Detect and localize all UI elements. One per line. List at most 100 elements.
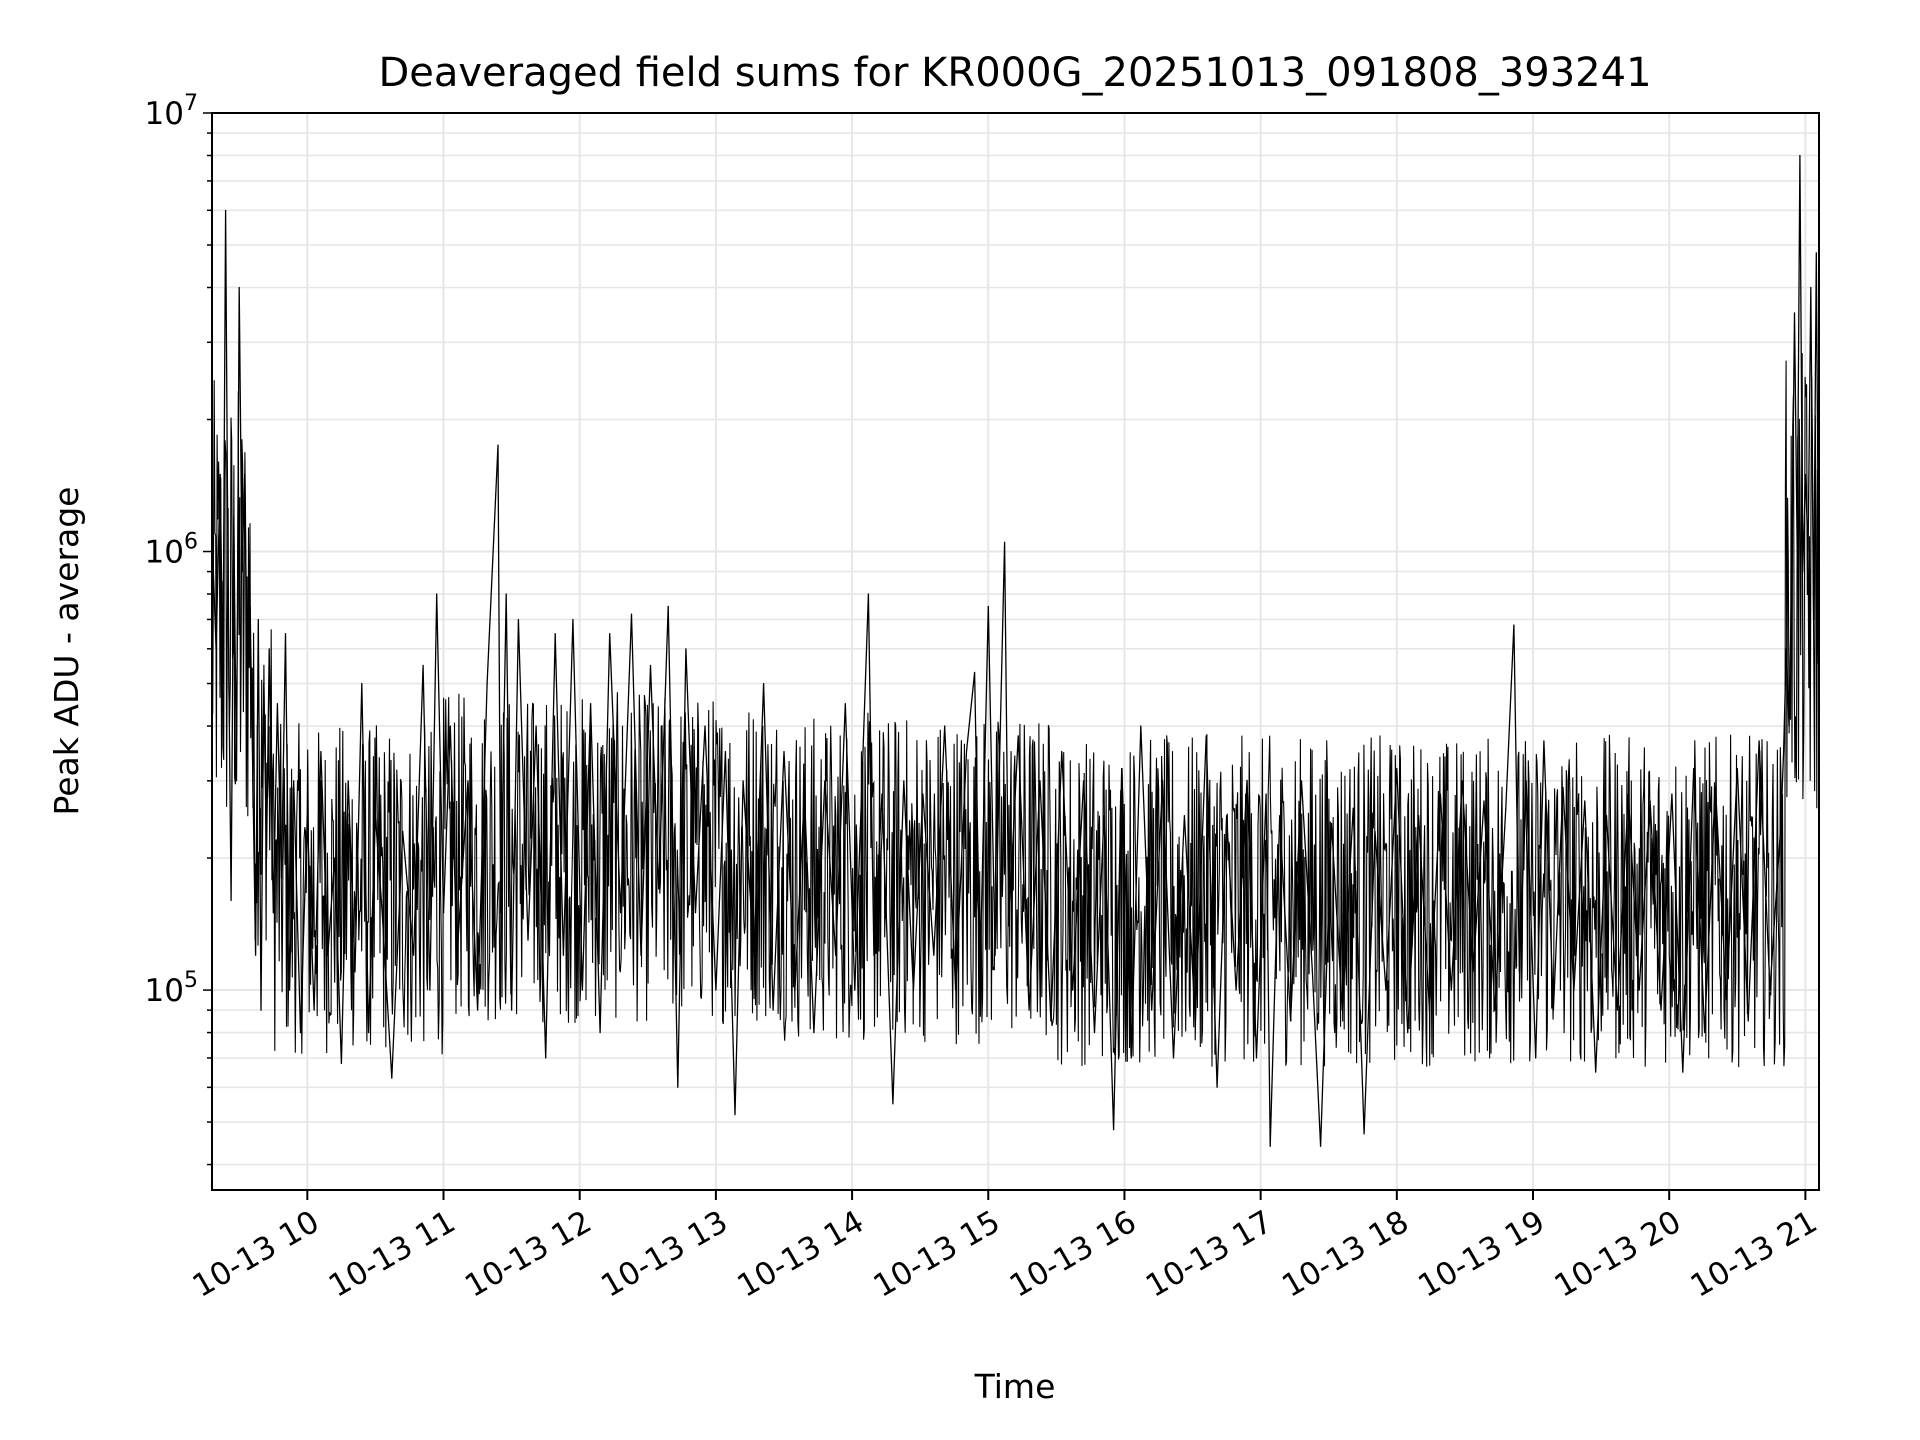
series-point [572, 618, 574, 621]
series-point [1396, 767, 1398, 770]
series-point [1791, 571, 1793, 573]
series-point [1461, 780, 1463, 782]
series-point [979, 971, 981, 973]
series-point [235, 780, 238, 782]
series-point [249, 605, 251, 607]
series-point [1810, 286, 1812, 289]
series-point [486, 682, 488, 685]
series-point [477, 1009, 479, 1011]
series-point [272, 912, 274, 914]
series-point [1290, 1020, 1292, 1022]
series-point [562, 954, 565, 956]
series-noise-trace [211, 353, 1820, 1068]
series-point [284, 633, 287, 635]
series-point [246, 682, 248, 685]
series-point [1320, 1145, 1322, 1147]
series-point [1573, 989, 1575, 991]
series-point [222, 682, 224, 685]
series-point [649, 664, 652, 667]
series-point [1494, 1009, 1496, 1011]
series-point [1028, 1009, 1030, 1011]
series-point [1093, 1032, 1096, 1034]
series-point [306, 815, 308, 817]
series-point [1638, 989, 1640, 991]
series-point [1246, 780, 1248, 782]
series-point [1341, 1009, 1343, 1011]
series-point [320, 750, 322, 753]
series-point [554, 633, 556, 635]
series-point [436, 593, 438, 595]
series-point [511, 1009, 513, 1011]
series-point [280, 877, 283, 879]
series-point [244, 473, 246, 475]
series-point [545, 1057, 547, 1059]
series-point [922, 793, 924, 795]
series-point [813, 1032, 815, 1034]
series-point [289, 989, 291, 991]
series-point [944, 725, 946, 727]
series-point [391, 1077, 393, 1079]
series-point [1584, 800, 1586, 802]
series-point [1802, 571, 1804, 573]
series-point [1704, 1032, 1706, 1034]
series-point [694, 912, 697, 914]
series-point [772, 1009, 774, 1011]
series-point [1039, 780, 1041, 782]
series-point [327, 954, 329, 956]
series-point [413, 954, 415, 956]
series-point [1483, 800, 1485, 802]
series-point [974, 671, 976, 674]
series-point [299, 1032, 302, 1034]
series-point [1265, 793, 1267, 795]
series-point [1194, 1020, 1196, 1022]
series-point [783, 750, 785, 753]
series-point [965, 750, 968, 753]
series-point [1605, 815, 1608, 817]
series-point [803, 793, 806, 795]
series-point [1562, 786, 1564, 788]
series-point [734, 1114, 736, 1116]
y-axis-label: Peak ADU - average [47, 487, 86, 816]
series-point [742, 780, 744, 782]
series-point [1162, 780, 1164, 782]
series-point [233, 516, 235, 518]
series-point [912, 989, 915, 991]
series-point [1205, 735, 1207, 737]
series-point [1279, 815, 1281, 817]
series-point [704, 725, 706, 727]
series-point [500, 912, 502, 914]
series-point [1780, 822, 1782, 824]
series-point [1616, 1009, 1618, 1011]
series-point [620, 912, 622, 914]
series-point [724, 750, 727, 753]
series-point [933, 954, 935, 956]
series-point [1130, 1057, 1132, 1059]
series-point [640, 954, 642, 956]
series-point [265, 857, 268, 859]
series-point [753, 954, 755, 956]
series-point [268, 648, 270, 650]
series-point [1807, 550, 1809, 553]
series-point [456, 954, 458, 956]
series-point [1714, 786, 1717, 788]
series-point [1785, 648, 1787, 650]
series-point [994, 954, 996, 956]
series-point [1671, 793, 1673, 795]
series-point [442, 912, 445, 914]
series-point [685, 648, 687, 650]
series-point [1072, 989, 1074, 991]
series-point [1216, 1086, 1218, 1088]
chart-title: Deaveraged field sums for KR000G_2025101… [378, 50, 1651, 96]
series-point [1813, 618, 1815, 621]
series-point [1172, 1057, 1175, 1059]
y-tick-label: 106 [145, 530, 198, 571]
series-point [1725, 999, 1727, 1001]
series-point [1385, 989, 1387, 991]
series-point [630, 613, 633, 615]
series-point [1008, 925, 1010, 927]
series-point [794, 989, 796, 991]
series-point [1428, 1009, 1431, 1011]
series-point [590, 703, 592, 705]
series-point [1543, 740, 1545, 742]
series-point [1050, 1020, 1052, 1022]
